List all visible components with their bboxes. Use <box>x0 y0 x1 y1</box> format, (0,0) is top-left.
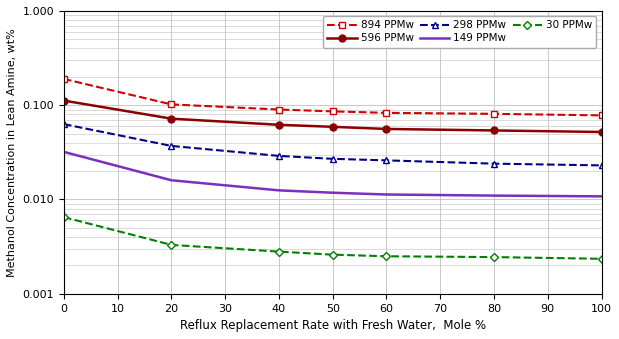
30 PPMw <box>275 250 283 254</box>
298 PPMw <box>598 163 605 167</box>
30 PPMw <box>598 257 605 261</box>
30 PPMw <box>60 215 67 219</box>
149 PPMw <box>598 194 605 198</box>
596 PPMw <box>275 123 283 127</box>
149 PPMw <box>60 150 67 154</box>
596 PPMw <box>60 99 67 103</box>
Line: 149 PPMw: 149 PPMw <box>64 152 602 196</box>
Line: 596 PPMw: 596 PPMw <box>61 97 605 136</box>
Y-axis label: Methanol Concentration in Lean Amine, wt%: Methanol Concentration in Lean Amine, wt… <box>7 28 17 277</box>
298 PPMw <box>490 162 498 166</box>
298 PPMw <box>383 158 390 162</box>
298 PPMw <box>329 157 336 161</box>
149 PPMw <box>168 178 175 182</box>
596 PPMw <box>329 125 336 129</box>
894 PPMw <box>598 113 605 117</box>
894 PPMw <box>168 102 175 106</box>
X-axis label: Reflux Replacement Rate with Fresh Water,  Mole %: Reflux Replacement Rate with Fresh Water… <box>180 319 486 332</box>
149 PPMw <box>490 194 498 198</box>
Line: 298 PPMw: 298 PPMw <box>61 121 605 169</box>
596 PPMw <box>168 117 175 121</box>
894 PPMw <box>329 109 336 114</box>
894 PPMw <box>383 111 390 115</box>
894 PPMw <box>60 77 67 81</box>
894 PPMw <box>275 107 283 112</box>
Legend: 894 PPMw, 596 PPMw, 298 PPMw, 149 PPMw, 30 PPMw: 894 PPMw, 596 PPMw, 298 PPMw, 149 PPMw, … <box>323 16 596 47</box>
30 PPMw <box>490 255 498 259</box>
Line: 894 PPMw: 894 PPMw <box>61 76 605 119</box>
298 PPMw <box>168 144 175 148</box>
30 PPMw <box>383 254 390 258</box>
298 PPMw <box>60 122 67 126</box>
596 PPMw <box>598 130 605 134</box>
149 PPMw <box>383 193 390 197</box>
Line: 30 PPMw: 30 PPMw <box>61 214 604 262</box>
596 PPMw <box>383 127 390 131</box>
30 PPMw <box>168 243 175 247</box>
894 PPMw <box>490 112 498 116</box>
149 PPMw <box>275 188 283 193</box>
30 PPMw <box>329 253 336 257</box>
149 PPMw <box>329 191 336 195</box>
298 PPMw <box>275 154 283 158</box>
596 PPMw <box>490 128 498 133</box>
